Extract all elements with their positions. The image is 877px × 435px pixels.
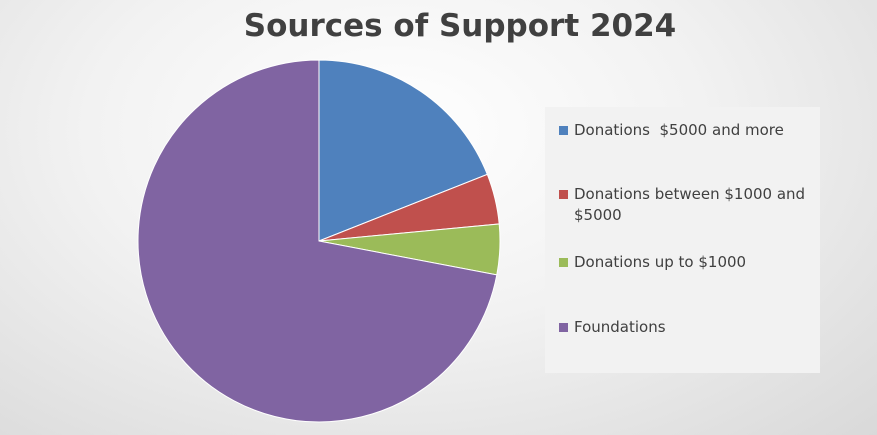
pie-slice — [137, 59, 498, 423]
legend-label: Donations up to $1000 — [574, 253, 747, 271]
legend-swatch — [559, 190, 568, 199]
legend-label: Foundations — [574, 318, 666, 336]
chart-title: Sources of Support 2024 — [243, 8, 677, 44]
legend-item: Donations between $1000 and $5000 — [559, 184, 829, 226]
legend-item: Foundations — [559, 317, 829, 338]
legend-item: Donations up to $1000 — [559, 252, 829, 273]
legend-label: Donations $5000 and more — [574, 121, 784, 139]
legend: Donations $5000 and more Donations betwee… — [545, 107, 820, 373]
legend-swatch — [559, 258, 568, 267]
pie-slice — [318, 59, 488, 242]
legend-swatch — [559, 126, 568, 135]
legend-label: Donations between $1000 and $5000 — [574, 185, 810, 224]
legend-swatch — [559, 323, 568, 332]
legend-item: Donations $5000 and more — [559, 120, 829, 141]
